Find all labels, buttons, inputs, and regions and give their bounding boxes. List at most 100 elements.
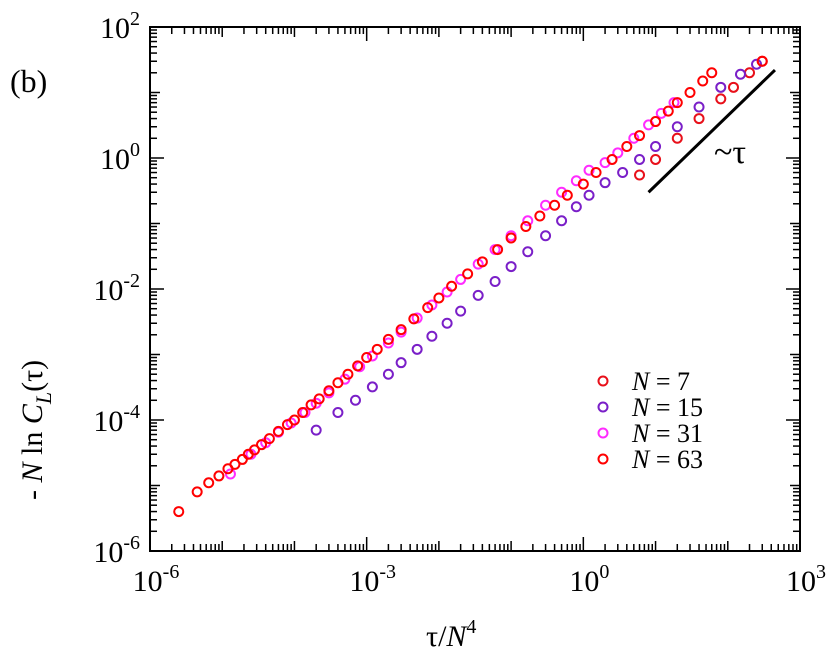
y-axis-label-arg: (τ) xyxy=(16,360,49,392)
legend-label-var: N xyxy=(631,445,651,474)
y-tick-label-base: 10 xyxy=(100,12,130,45)
data-point xyxy=(612,147,624,159)
y-tick-label: 102 xyxy=(100,8,140,45)
x-tick-label-exponent: -6 xyxy=(163,561,180,583)
data-point xyxy=(520,220,532,232)
x-tick-label-exponent: 0 xyxy=(599,561,609,583)
data-point xyxy=(366,381,378,393)
data-point xyxy=(489,276,501,288)
data-point xyxy=(361,351,373,363)
data-point xyxy=(590,167,602,179)
data-point xyxy=(534,210,546,222)
data-point xyxy=(621,140,633,152)
data-point xyxy=(256,439,268,451)
data-point xyxy=(540,199,552,211)
data-point xyxy=(352,360,364,372)
data-point xyxy=(505,232,517,244)
legend-label-var: N xyxy=(631,367,651,396)
data-point xyxy=(382,337,394,349)
data-point xyxy=(332,377,344,389)
annotation: ~τ xyxy=(647,68,776,194)
data-point xyxy=(671,132,683,144)
data-point xyxy=(455,273,467,285)
legend-marker xyxy=(597,375,609,387)
data-point xyxy=(628,132,640,144)
data-point xyxy=(634,153,646,165)
data-point xyxy=(433,292,445,304)
slope-annotation-label: ~τ xyxy=(714,134,746,171)
data-point xyxy=(472,289,484,301)
legend-label-value: = 31 xyxy=(649,419,703,448)
data-point xyxy=(492,244,504,256)
data-point xyxy=(556,215,568,227)
y-axis-label-ln: ln xyxy=(16,424,49,462)
x-tick-label: 10-6 xyxy=(133,561,180,598)
data-point xyxy=(371,343,383,355)
data-point xyxy=(229,458,241,470)
y-tick-label-base: 10 xyxy=(93,274,123,307)
data-point xyxy=(650,140,662,152)
data-point xyxy=(583,189,595,201)
data-point xyxy=(662,105,674,117)
axis-ticks xyxy=(149,26,801,552)
data-point xyxy=(577,178,589,190)
y-axis-label: - N ln CL(τ) xyxy=(16,360,56,500)
x-axis-label-tau: τ xyxy=(426,620,438,653)
data-point xyxy=(213,470,225,482)
panel-label: (b) xyxy=(10,63,47,99)
data-point xyxy=(522,246,534,258)
data-point xyxy=(671,97,683,109)
data-point xyxy=(305,399,317,411)
data-point xyxy=(249,444,261,456)
y-tick-label-exponent: 2 xyxy=(130,8,140,30)
y-tick-label: 100 xyxy=(100,139,140,176)
y-axis-label-sub: L xyxy=(31,392,56,405)
data-point xyxy=(191,486,203,498)
data-point xyxy=(426,330,438,342)
data-point xyxy=(505,261,517,273)
y-tick-label-exponent: 0 xyxy=(130,139,140,161)
y-tick-label: 10-4 xyxy=(93,401,140,438)
data-point xyxy=(655,107,667,119)
data-point xyxy=(734,68,746,80)
legend-marker xyxy=(597,401,609,413)
slope-reference-line xyxy=(647,68,776,194)
x-tick-label-base: 10 xyxy=(133,565,163,598)
data-point xyxy=(224,468,236,480)
data-point xyxy=(697,75,709,87)
data-point xyxy=(462,268,474,280)
data-point xyxy=(297,407,309,419)
legend-marker xyxy=(597,453,609,465)
data-point xyxy=(263,433,275,445)
legend-label-var: N xyxy=(631,419,651,448)
data-point xyxy=(706,67,718,79)
data-point xyxy=(556,186,568,198)
data-point xyxy=(446,280,458,292)
data-point xyxy=(671,121,683,133)
data-point xyxy=(751,58,763,70)
data-point xyxy=(395,324,407,336)
data-point xyxy=(173,506,185,518)
y-tick-label-exponent: -4 xyxy=(123,401,140,423)
data-point xyxy=(693,101,705,113)
legend-label: N = 63 xyxy=(631,445,703,474)
data-point xyxy=(382,368,394,380)
data-point xyxy=(756,55,768,67)
y-tick-label-exponent: -2 xyxy=(123,270,140,292)
data-point xyxy=(583,164,595,176)
data-point xyxy=(693,113,705,125)
x-tick-label-exponent: -3 xyxy=(379,561,396,583)
data-point xyxy=(272,425,284,437)
y-axis-label-n: N xyxy=(16,461,49,484)
y-tick-label: 10-2 xyxy=(93,270,140,307)
data-point xyxy=(599,177,611,189)
data-point xyxy=(455,305,467,317)
data-point xyxy=(382,333,394,345)
data-point xyxy=(313,393,325,405)
legend-label: N = 31 xyxy=(631,419,703,448)
data-point xyxy=(236,453,248,465)
data-point xyxy=(323,385,335,397)
data-point xyxy=(332,407,344,419)
